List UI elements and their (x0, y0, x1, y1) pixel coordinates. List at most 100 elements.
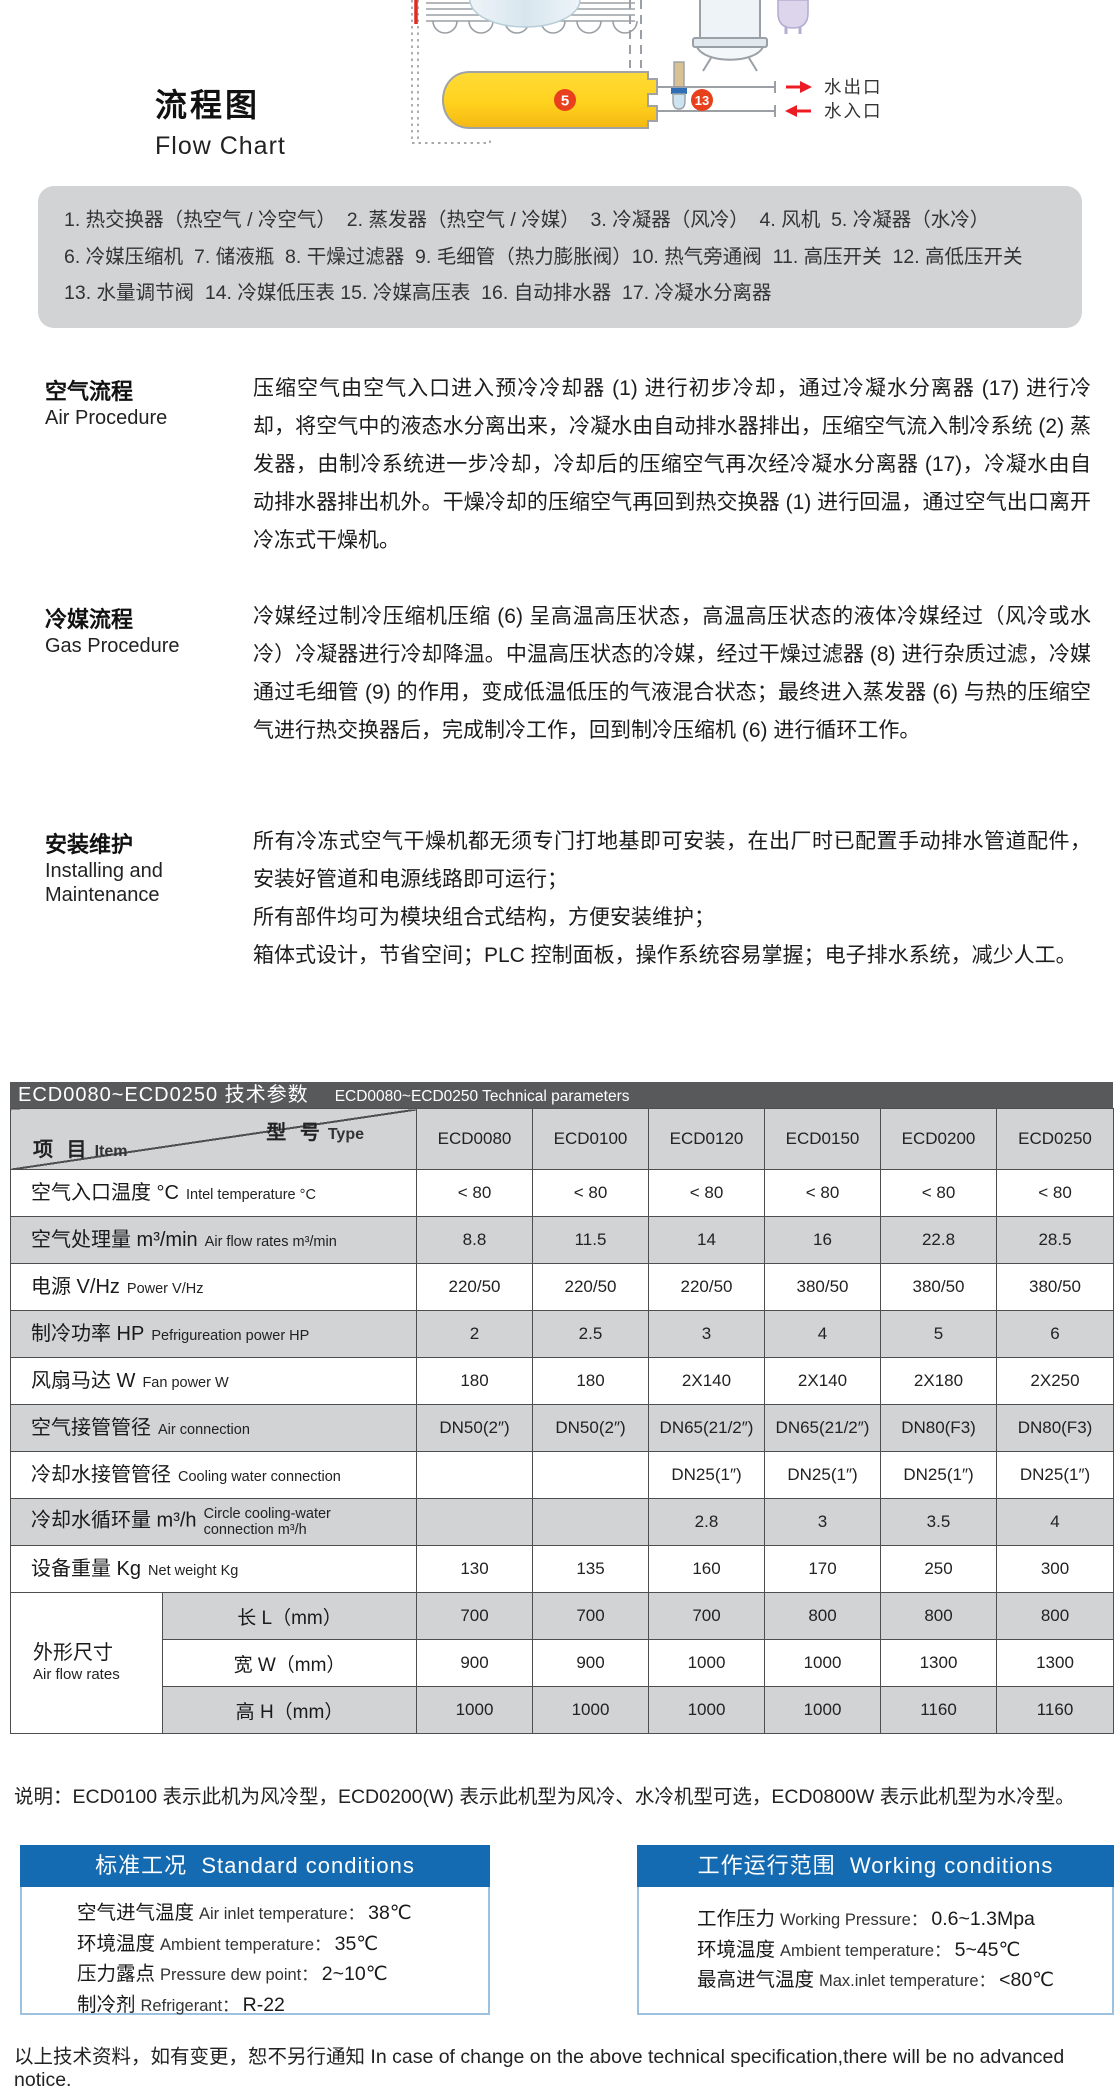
table-row: 设备重量 Kg Net weight Kg 130 135 160 170 250 300 (10, 1545, 1114, 1593)
condition-line: 环境温度 Ambient temperature： 5~45℃ (697, 1936, 1112, 1967)
value-cell: DN80(F3) (880, 1404, 997, 1452)
value-cell: 800 (880, 1592, 997, 1640)
value-cell: 800 (996, 1592, 1114, 1640)
corner-item: 项 目 Item (33, 1139, 128, 1161)
technical-parameters-bar: ECD0080~ECD0250 技术参数 ECD0080~ECD0250 Tech… (10, 1082, 1113, 1108)
value-cell: DN50(2″) (416, 1404, 533, 1452)
condition-zh: 最高进气温度 (697, 1969, 815, 1991)
value-cell: 2.5 (532, 1310, 649, 1358)
working-conditions-body: 工作压力 Working Pressure： 0.6~1.3Mpa 环境温度 Ambie… (637, 1887, 1114, 2015)
row-label-en: Pefrigureation power HP (151, 1327, 310, 1344)
working-conditions-header: 工作运行范围 Working conditions (637, 1845, 1114, 1887)
row-label-en: Cooling water connection (178, 1468, 341, 1485)
value-cell: 1160 (996, 1686, 1114, 1734)
standard-conditions-box: 标准工况 Standard conditions 空气进气温度 Air inlet… (20, 1845, 490, 2016)
value-cell: 2X250 (996, 1357, 1114, 1405)
svg-text:5: 5 (561, 93, 569, 110)
page-title-en: Flow Chart (155, 132, 286, 160)
value-cell: 1000 (532, 1686, 649, 1734)
value-cell: 180 (532, 1357, 649, 1405)
section-body: 压缩空气由空气入口进入预冷冷却器 (1) 进行初步冷却，通过冷凝水分离器 (17… (253, 370, 1091, 560)
condition-value: 38℃ (368, 1902, 412, 1924)
value-cell: 14 (648, 1216, 765, 1264)
condition-zh: 工作压力 (697, 1908, 776, 1930)
section-body: 冷媒经过制冷压缩机压缩 (6) 呈高温高压状态，高温高压状态的液体冷媒经过（风冷… (253, 598, 1091, 750)
tech-bar-en: ECD0080~ECD0250 Technical parameters (334, 1088, 630, 1105)
condition-value: <80℃ (999, 1969, 1055, 1991)
section-label-zh: 安装维护 (45, 832, 134, 857)
paragraph: 所有冷冻式空气干燥机都无须专门打地基即可安装，在出厂时已配置手动排水管道配件，安… (253, 830, 1091, 891)
value-cell: DN80(F3) (996, 1404, 1114, 1452)
value-cell: DN25(1″) (764, 1451, 881, 1499)
section-label-en: Gas Procedure (45, 635, 180, 657)
value-cell: 1300 (996, 1639, 1114, 1687)
condition-line: 最高进气温度 Max.inlet temperature： <80℃ (697, 1966, 1112, 1997)
value-cell: 3 (648, 1310, 765, 1358)
condition-value: 0.6~1.3Mpa (931, 1908, 1035, 1930)
value-cell: 2 (416, 1310, 533, 1358)
table-row: 风扇马达 W Fan power W 180 180 2X140 2X140 2X180 2X… (10, 1357, 1114, 1405)
section-label-zh: 空气流程 (45, 379, 134, 404)
legend-line: 13. 水量调节阀 14. 冷媒低压表 15. 冷媒高压表 16. 自动排水器 … (64, 282, 772, 304)
condition-en: Refrigerant： (140, 1996, 239, 2015)
table-row: 制冷功率 HP Pefrigureation power HP 2 2.5 3 4 5 6 (10, 1310, 1114, 1358)
section-label-en: Air Procedure (45, 407, 168, 429)
condition-zh: 制冷剂 (77, 1993, 136, 2016)
row-label: 冷却水接管管径 Cooling water connection (10, 1451, 417, 1499)
column-header-ECD0250: ECD0250 (996, 1108, 1114, 1170)
value-cell (532, 1498, 649, 1546)
value-cell: 700 (416, 1592, 533, 1640)
dimension-row-label: 长 L（mm） (162, 1592, 417, 1640)
table-row: 宽 W（mm） 900 900 1000 1000 1300 1300 (11, 1639, 1114, 1687)
paragraph: 压缩空气由空气入口进入预冷冷却器 (1) 进行初步冷却，通过冷凝水分离器 (17… (253, 377, 1091, 552)
row-label-en: Circle cooling-water connection m³/h (203, 1505, 331, 1538)
condition-en: Ambient temperature： (160, 1935, 331, 1954)
flow-chart-diagram: 5 13 水出口 水入口 (400, 0, 930, 152)
dimensions-label-zh: 外形尺寸 (33, 1642, 113, 1665)
table-header-row: 型 号 Type 项 目 Item ECD0080 ECD0100 ECD0120 ECD… (10, 1108, 1114, 1170)
value-cell: 220/50 (648, 1263, 765, 1311)
section-label: 空气流程 Air Procedure (45, 374, 245, 430)
condition-zh: 环境温度 (697, 1938, 776, 1961)
value-cell: DN25(1″) (648, 1451, 765, 1499)
receiver-tank (692, 0, 768, 72)
condition-value: 35℃ (334, 1932, 379, 1955)
value-cell: < 80 (648, 1169, 765, 1217)
value-cell: 3 (764, 1498, 881, 1546)
badge-13: 13 (691, 89, 713, 111)
value-cell: 11.5 (532, 1216, 649, 1264)
value-cell: 8.8 (416, 1216, 533, 1264)
value-cell: 1000 (764, 1686, 881, 1734)
value-cell: DN25(1″) (880, 1451, 997, 1499)
value-cell: DN50(2″) (532, 1404, 649, 1452)
technical-parameters-table: 型 号 Type 项 目 Item ECD0080 ECD0100 ECD0120 ECD… (10, 1108, 1114, 1734)
water-outlet-label: 水出口 (824, 77, 883, 97)
value-cell: 220/50 (532, 1263, 649, 1311)
section-label-en: Installing and Maintenance (45, 860, 163, 906)
value-cell: 380/50 (996, 1263, 1114, 1311)
row-label-en: Air flow rates m³/min (204, 1233, 337, 1250)
value-cell: 900 (532, 1639, 649, 1687)
value-cell: 300 (996, 1545, 1114, 1593)
value-cell (416, 1498, 533, 1546)
working-conditions-box: 工作运行范围 Working conditions 工作压力 Working Pr… (637, 1845, 1114, 2015)
table-row: 空气入口温度 °C Intel temperature °C < 80 < 80 < 8… (10, 1169, 1114, 1217)
row-label: 设备重量 Kg Net weight Kg (10, 1545, 417, 1593)
table-row: 空气接管管径 Air connection DN50(2″) DN50(2″) DN65… (10, 1404, 1114, 1452)
model-note: 说明：ECD0100 表示此机为风冷型，ECD0200(W) 表示此机型为风冷、… (14, 1786, 1075, 1808)
tech-bar-zh: ECD0080~ECD0250 技术参数 (18, 1084, 309, 1106)
column-header-ECD0120: ECD0120 (648, 1108, 765, 1170)
water-flow-arrows (785, 81, 812, 117)
section-body: 所有冷冻式空气干燥机都无须专门打地基即可安装，在出厂时已配置手动排水管道配件，安… (253, 823, 1091, 975)
row-label-en: Power V/Hz (126, 1280, 204, 1297)
water-pipes (657, 81, 776, 117)
value-cell: 1000 (648, 1639, 765, 1687)
svg-text:13: 13 (695, 93, 709, 108)
row-label: 制冷功率 HP Pefrigureation power HP (10, 1310, 417, 1358)
row-label: 空气接管管径 Air connection (10, 1404, 417, 1452)
value-cell: 3.5 (880, 1498, 997, 1546)
value-cell: 2X140 (648, 1357, 765, 1405)
dimension-row-label: 高 H（mm） (162, 1686, 417, 1734)
value-cell: 1300 (880, 1639, 997, 1687)
value-cell: 4 (996, 1498, 1114, 1546)
